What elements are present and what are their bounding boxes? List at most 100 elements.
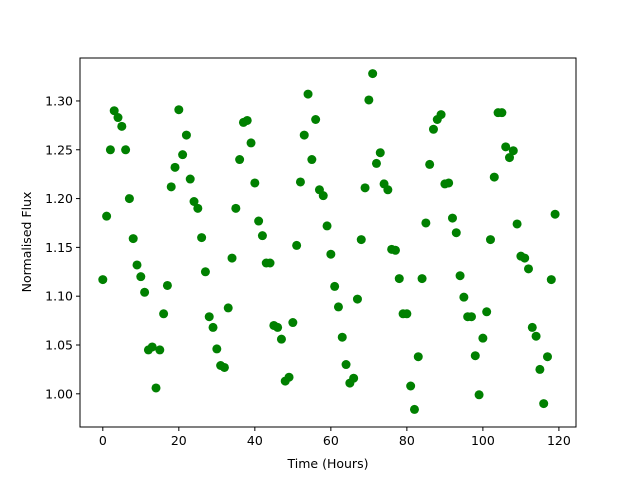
point	[337, 332, 347, 342]
point	[466, 312, 476, 322]
point	[284, 372, 294, 382]
point	[98, 275, 108, 285]
point	[508, 146, 518, 156]
point	[185, 174, 195, 184]
point	[257, 231, 267, 241]
point	[102, 211, 112, 221]
point	[227, 253, 237, 263]
point	[170, 162, 180, 172]
point	[109, 106, 119, 116]
point	[349, 373, 359, 383]
point	[254, 216, 264, 226]
point	[444, 178, 454, 188]
point	[124, 194, 134, 204]
axes-frame	[79, 57, 577, 428]
point	[235, 155, 245, 165]
point	[250, 178, 260, 188]
point	[455, 271, 465, 281]
point	[330, 281, 340, 291]
point	[383, 185, 393, 195]
point	[504, 153, 514, 163]
point	[474, 390, 484, 400]
point	[132, 260, 142, 270]
y-axis-label: Normalised Flux	[19, 192, 34, 293]
point	[166, 182, 176, 192]
y-tick-label: 1.05	[45, 338, 73, 353]
point	[223, 303, 233, 313]
point	[527, 322, 537, 332]
point	[181, 130, 191, 140]
point	[542, 352, 552, 362]
point	[136, 272, 146, 282]
x-tick-label: 40	[247, 433, 263, 448]
point	[208, 322, 218, 332]
point	[390, 245, 400, 255]
x-tick-label: 120	[547, 433, 571, 448]
x-axis-label: Time (Hours)	[287, 456, 369, 471]
point	[174, 105, 184, 115]
point	[151, 383, 161, 393]
point	[322, 221, 332, 231]
point	[178, 150, 188, 160]
point	[276, 334, 286, 344]
point	[520, 253, 530, 263]
point	[550, 209, 560, 219]
point	[485, 235, 495, 245]
point	[425, 159, 435, 169]
point	[193, 203, 203, 213]
point	[428, 124, 438, 134]
point	[436, 110, 446, 120]
point	[189, 197, 199, 206]
point	[273, 322, 283, 332]
point	[105, 145, 115, 155]
point	[356, 235, 366, 245]
y-tick-label: 1.30	[45, 93, 73, 108]
point	[512, 219, 522, 229]
point	[295, 177, 305, 187]
x-tick-label: 0	[99, 433, 107, 448]
point	[459, 292, 469, 302]
point	[531, 331, 541, 341]
point	[307, 155, 317, 165]
y-tick-label: 1.25	[45, 142, 73, 157]
point	[417, 274, 427, 284]
point	[159, 309, 169, 319]
point	[394, 274, 404, 284]
point	[489, 172, 499, 182]
point	[409, 404, 419, 414]
point	[303, 89, 313, 99]
point	[501, 142, 511, 152]
point	[406, 381, 416, 391]
point	[497, 108, 507, 118]
point	[371, 158, 381, 168]
y-tick-label: 1.00	[45, 386, 73, 401]
point	[360, 183, 370, 193]
point	[200, 267, 210, 277]
point	[318, 191, 328, 201]
point	[121, 145, 131, 155]
point	[147, 342, 157, 352]
point	[292, 240, 302, 250]
point	[242, 115, 252, 125]
point	[413, 352, 423, 362]
point	[140, 287, 150, 297]
point	[246, 138, 256, 148]
point	[113, 113, 123, 123]
point	[364, 95, 374, 105]
x-tick-label: 60	[323, 433, 339, 448]
x-tick-label: 80	[399, 433, 415, 448]
point	[162, 280, 172, 290]
point	[535, 364, 545, 374]
point	[539, 399, 549, 409]
point	[117, 121, 127, 131]
point	[288, 318, 298, 328]
point	[311, 115, 321, 124]
point	[478, 333, 488, 343]
point	[523, 264, 533, 274]
point	[402, 309, 412, 319]
point	[197, 233, 207, 243]
point	[231, 203, 241, 213]
point	[265, 258, 275, 268]
point	[212, 344, 222, 354]
point	[333, 302, 343, 312]
